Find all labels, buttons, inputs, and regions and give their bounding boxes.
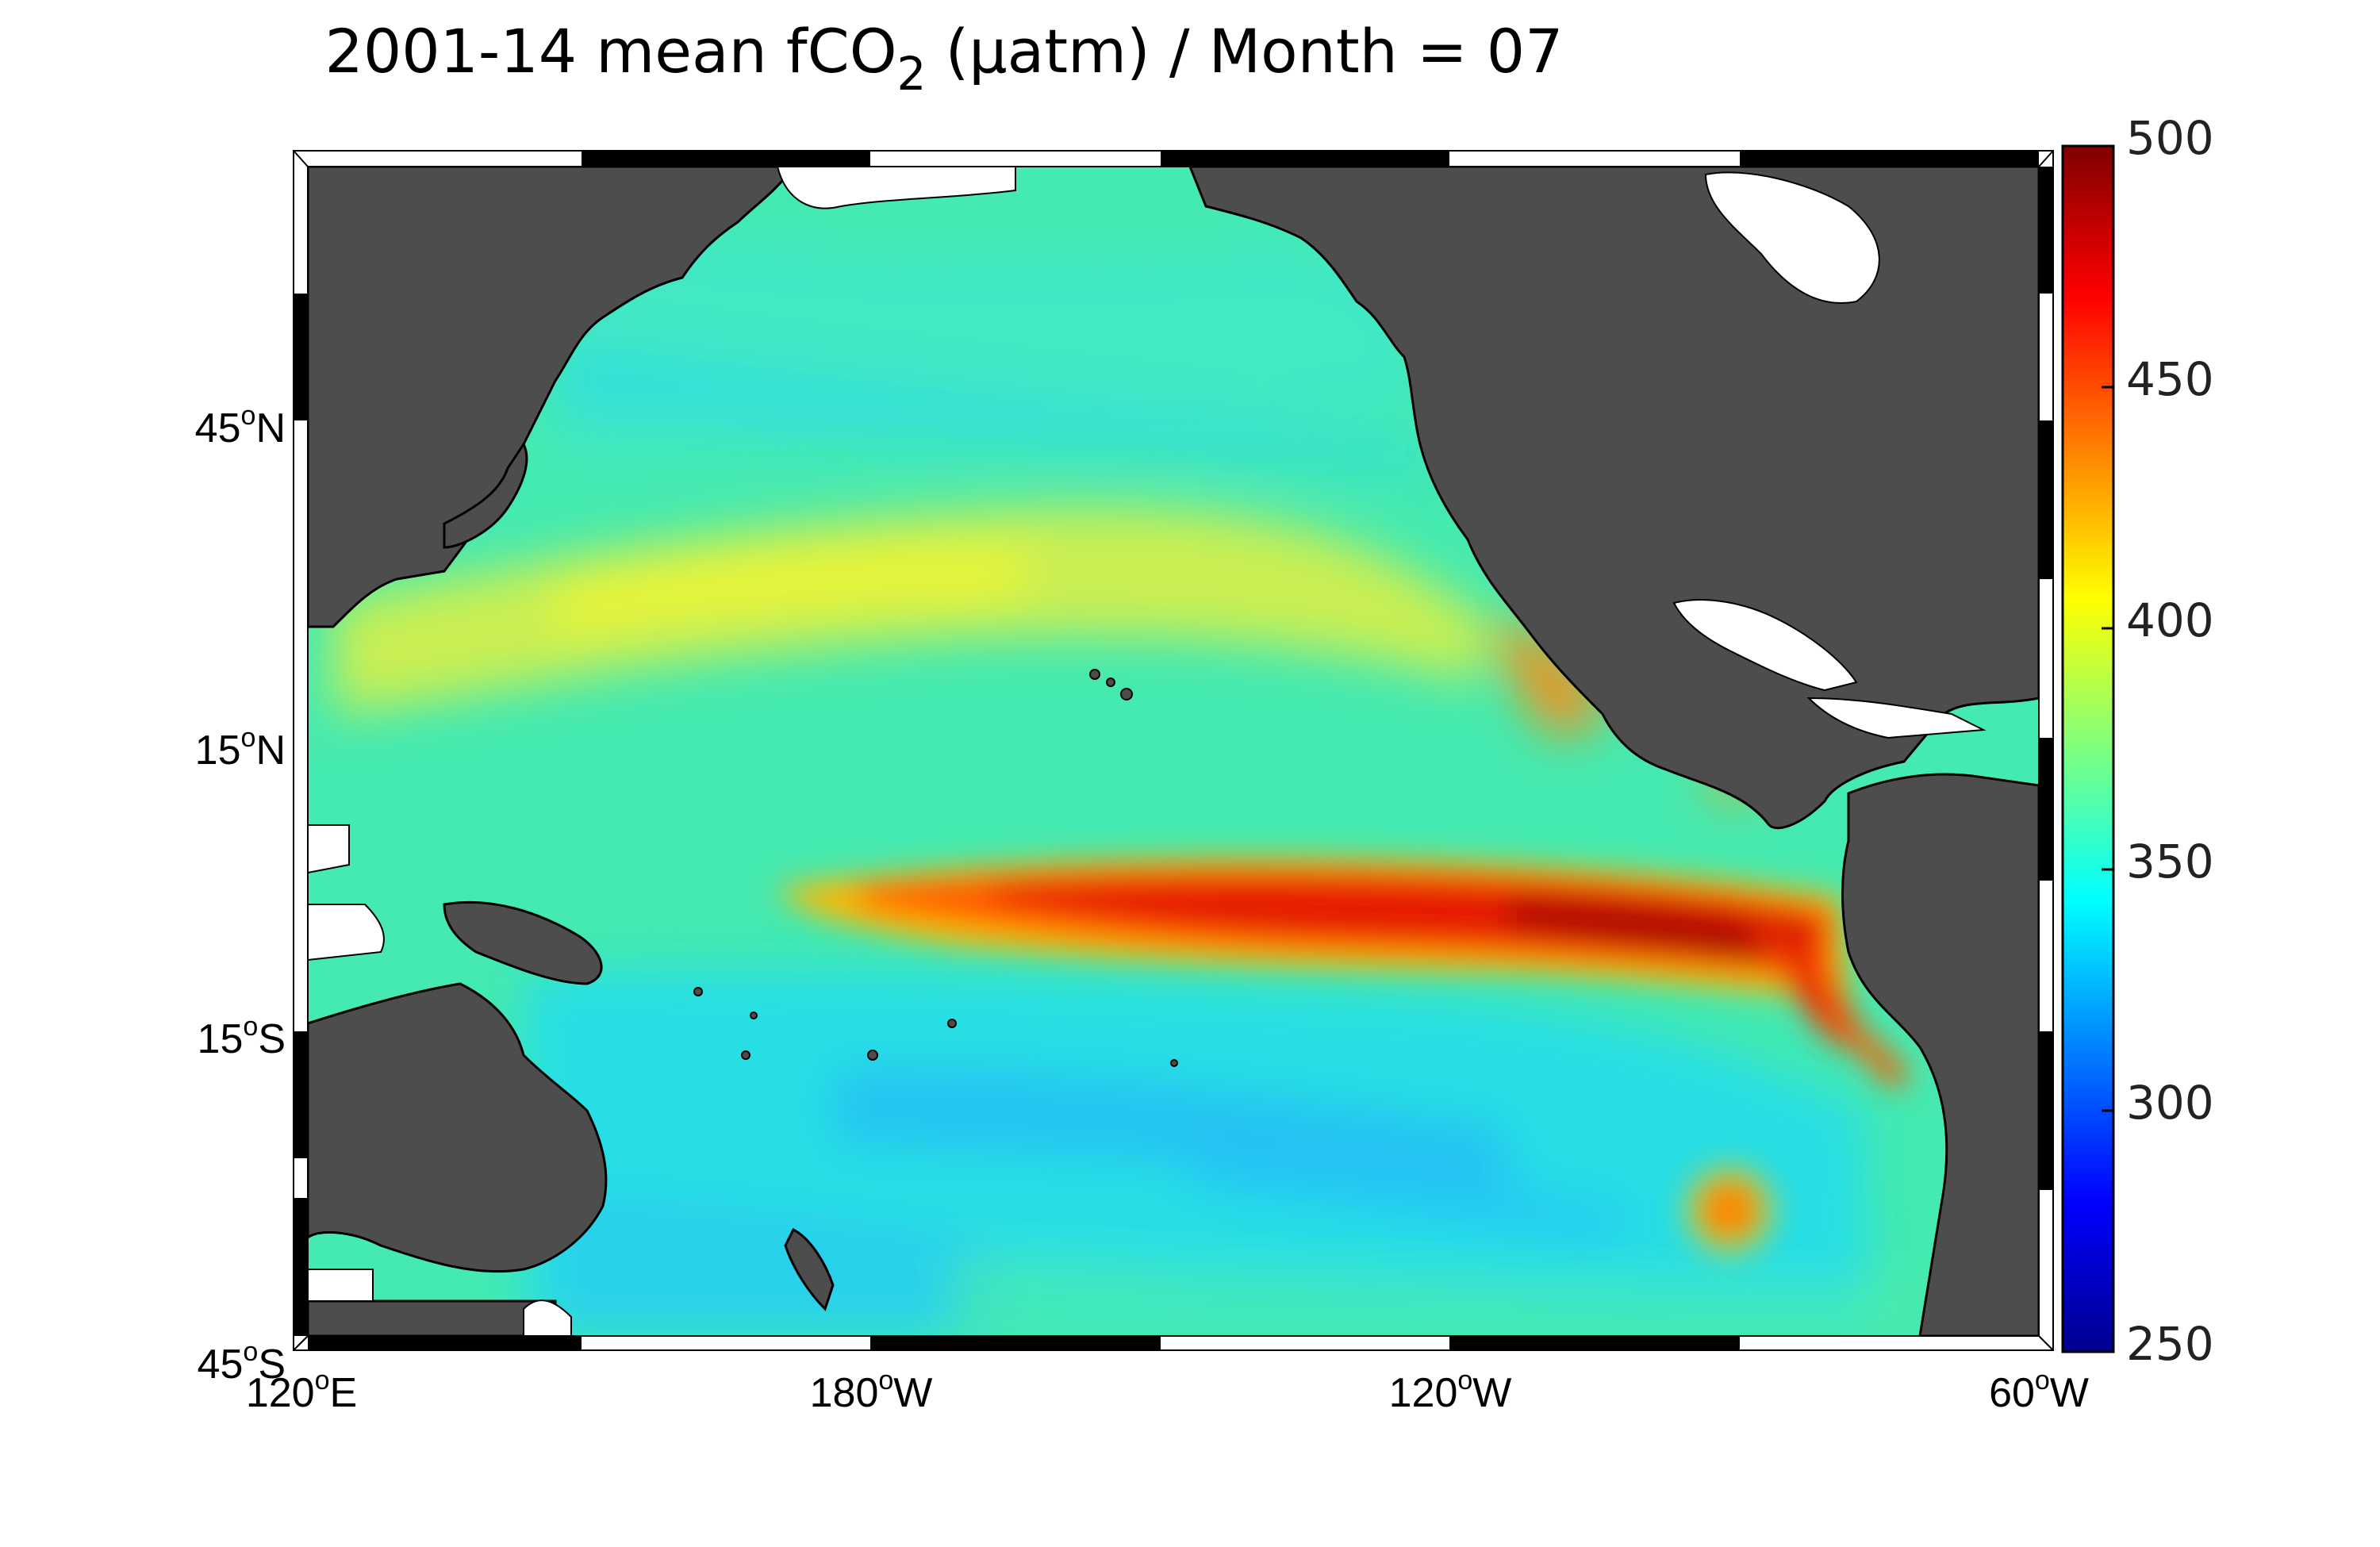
title-prefix: 2001-14 mean fCO — [324, 16, 897, 86]
lon-label-60w: 60oW — [1880, 1367, 2198, 1417]
lon-hemi: W — [893, 1370, 933, 1416]
lat-deg: 45 — [194, 405, 241, 451]
lat-hemi: N — [255, 405, 286, 451]
title-suffix: (µatm) / Month = 07 — [926, 16, 1564, 86]
lon-deg: 120 — [245, 1370, 315, 1416]
lat-deg: 15 — [194, 727, 241, 774]
map-panel — [308, 167, 2039, 1336]
colorbar-ticks — [2102, 386, 2113, 1112]
lon-hemi: W — [1472, 1370, 1512, 1416]
lat-label-15s: 15oS — [0, 1012, 286, 1063]
degree-sign: o — [243, 1337, 259, 1367]
degree-sign: o — [240, 723, 256, 753]
lon-deg: 60 — [1989, 1370, 2035, 1416]
degree-sign: o — [878, 1365, 894, 1395]
degree-sign: o — [240, 401, 256, 431]
lon-hemi: W — [2049, 1370, 2089, 1416]
colorbar-tick-350: 350 — [2126, 835, 2214, 889]
colorbar-tick-500: 500 — [2126, 111, 2214, 165]
lon-hemi: E — [329, 1370, 358, 1416]
degree-sign: o — [2034, 1365, 2050, 1395]
colorbar — [2061, 144, 2115, 1353]
lon-label-180w: 180oW — [712, 1367, 1030, 1417]
lat-label-45s: 45oS — [0, 1338, 286, 1388]
lat-hemi: N — [255, 727, 286, 774]
lon-label-120e: 120oE — [143, 1367, 460, 1417]
lat-deg: 15 — [197, 1016, 244, 1062]
lat-label-45n: 45oN — [0, 402, 286, 452]
chart-title: 2001-14 mean fCO2 (µatm) / Month = 07 — [0, 16, 1888, 101]
degree-sign: o — [314, 1365, 330, 1395]
nodata-regions — [308, 167, 1987, 1336]
colorbar-tick-250: 250 — [2126, 1317, 2214, 1371]
islands — [693, 669, 1178, 1067]
lat-hemi: S — [258, 1342, 286, 1388]
colorbar-tick-300: 300 — [2126, 1076, 2214, 1130]
lon-deg: 180 — [809, 1370, 879, 1416]
lon-label-120w: 120oW — [1292, 1367, 1609, 1417]
title-subscript: 2 — [896, 47, 927, 101]
degree-sign: o — [1457, 1365, 1473, 1395]
degree-sign: o — [243, 1012, 259, 1042]
lat-label-15n: 15oN — [0, 724, 286, 774]
colorbar-tick-450: 450 — [2126, 352, 2214, 406]
lon-deg: 120 — [1388, 1370, 1458, 1416]
lat-hemi: S — [258, 1016, 286, 1062]
lat-deg: 45 — [197, 1342, 244, 1388]
equatorial-high-band — [777, 858, 1912, 1256]
map-frame — [293, 150, 2054, 1351]
colorbar-tick-400: 400 — [2126, 593, 2214, 647]
